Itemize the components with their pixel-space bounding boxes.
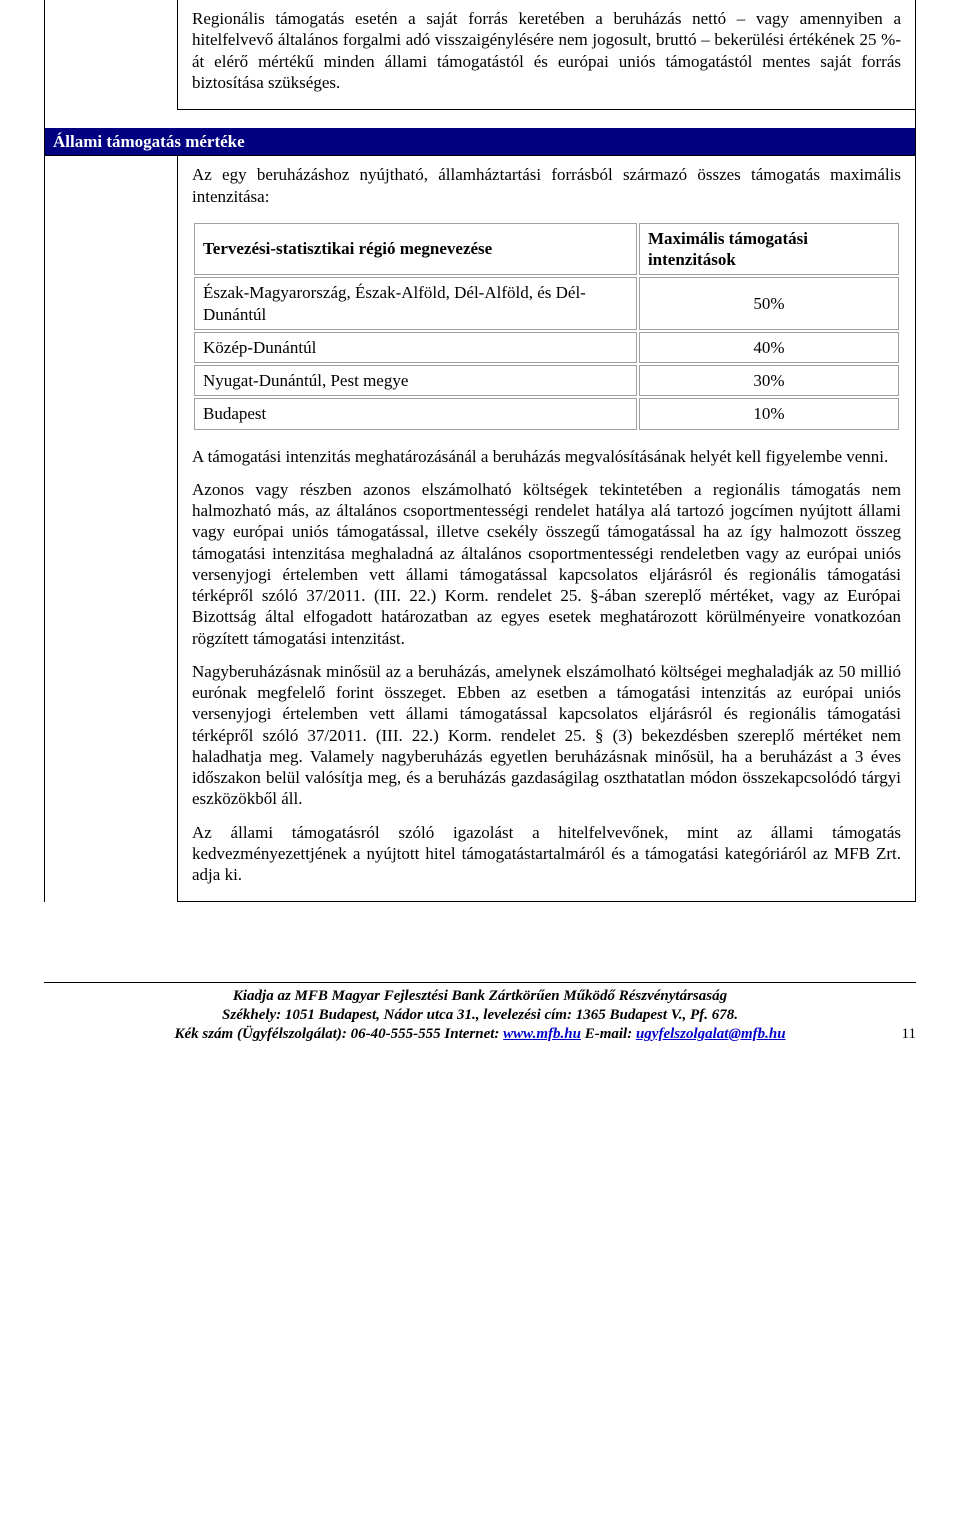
footer-line-3-mid: E-mail: bbox=[581, 1026, 636, 1042]
footer-link-website[interactable]: www.mfb.hu bbox=[503, 1026, 581, 1042]
section-title-bar: Állami támogatás mértéke bbox=[45, 128, 915, 156]
upper-paragraph-box: Regionális támogatás esetén a saját forr… bbox=[177, 0, 915, 110]
body-paragraph-1: A támogatási intenzitás meghatározásánál… bbox=[192, 446, 901, 467]
table-row: Közép-Dunántúl 40% bbox=[194, 332, 899, 363]
intro-paragraph: Az egy beruházáshoz nyújtható, államházt… bbox=[192, 164, 901, 207]
body-paragraph-4: Az állami támogatásról szóló igazolást a… bbox=[192, 822, 901, 886]
footer-link-email[interactable]: ugyfelszolgalat@mfb.hu bbox=[636, 1026, 786, 1042]
upper-paragraph: Regionális támogatás esetén a saját forr… bbox=[192, 8, 901, 93]
table-header-row: Tervezési-statisztikai régió megnevezése… bbox=[194, 223, 899, 276]
table-value-cell: 30% bbox=[639, 365, 899, 396]
table-region-cell: Budapest bbox=[194, 398, 637, 429]
table-value-cell: 40% bbox=[639, 332, 899, 363]
table-header-region: Tervezési-statisztikai régió megnevezése bbox=[194, 223, 637, 276]
table-value-cell: 10% bbox=[639, 398, 899, 429]
table-region-cell: Észak-Magyarország, Észak-Alföld, Dél-Al… bbox=[194, 277, 637, 330]
footer-line-2: Székhely: 1051 Budapest, Nádor utca 31.,… bbox=[222, 1007, 738, 1023]
page-frame: Regionális támogatás esetén a saját forr… bbox=[44, 0, 916, 902]
table-row: Észak-Magyarország, Észak-Alföld, Dél-Al… bbox=[194, 277, 899, 330]
table-row: Budapest 10% bbox=[194, 398, 899, 429]
footer-divider bbox=[44, 982, 916, 983]
footer-line-3-prefix: Kék szám (Ügyfélszolgálat): 06-40-555-55… bbox=[174, 1026, 503, 1042]
table-region-cell: Közép-Dunántúl bbox=[194, 332, 637, 363]
page-footer: Kiadja az MFB Magyar Fejlesztési Bank Zá… bbox=[44, 982, 916, 1043]
page-number: 11 bbox=[902, 1025, 916, 1044]
lower-section-wrap: Az egy beruházáshoz nyújtható, államházt… bbox=[177, 156, 915, 902]
footer-text-block: Kiadja az MFB Magyar Fejlesztési Bank Zá… bbox=[44, 987, 916, 1043]
lower-section-box: Az egy beruházáshoz nyújtható, államházt… bbox=[178, 156, 915, 902]
body-paragraph-3: Nagyberuházásnak minősül az a beruházás,… bbox=[192, 661, 901, 810]
footer-line-1: Kiadja az MFB Magyar Fejlesztési Bank Zá… bbox=[233, 988, 727, 1004]
table-region-cell: Nyugat-Dunántúl, Pest megye bbox=[194, 365, 637, 396]
section-title: Állami támogatás mértéke bbox=[53, 132, 245, 151]
body-paragraph-2: Azonos vagy részben azonos elszámolható … bbox=[192, 479, 901, 649]
table-header-intensity: Maximális támogatási intenzitások bbox=[639, 223, 899, 276]
table-value-cell: 50% bbox=[639, 277, 899, 330]
table-row: Nyugat-Dunántúl, Pest megye 30% bbox=[194, 365, 899, 396]
intensity-table: Tervezési-statisztikai régió megnevezése… bbox=[192, 221, 901, 432]
